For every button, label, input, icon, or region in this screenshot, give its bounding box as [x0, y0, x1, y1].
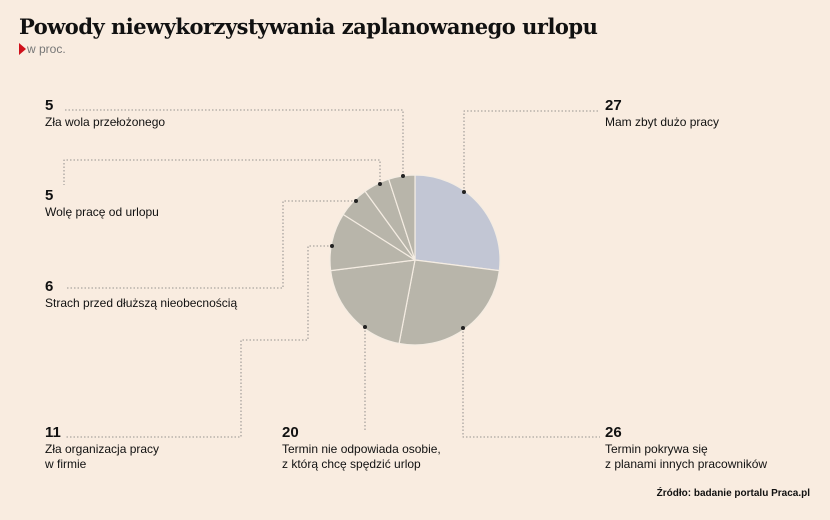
leader-line — [65, 200, 356, 289]
unit-label: w proc. — [27, 42, 66, 56]
leader-dot — [462, 190, 466, 194]
leader-line — [65, 109, 404, 176]
pie-slice — [414, 174, 501, 272]
chart-subtitle: w proc. — [19, 42, 66, 56]
label-20: 20 Termin nie odpowiada osobie, z którą ch… — [282, 424, 441, 471]
triangle-icon — [19, 43, 26, 55]
label-27: 27 Mam zbyt dużo pracy — [605, 97, 720, 129]
leader-dot — [330, 244, 334, 248]
label-26: 26 Termin pokrywa się z planami innych pra… — [605, 424, 768, 471]
leader-line — [65, 245, 332, 438]
label-5-wole: 5 Wolę pracę od urlopu — [45, 187, 159, 219]
leader-dot — [363, 325, 367, 329]
leader-dot — [378, 182, 382, 186]
label-6: 6 Strach przed dłuższą nieobecnością — [45, 278, 238, 310]
leader-dot — [401, 174, 405, 178]
leader-line — [463, 110, 600, 192]
label-11: 11 Zła organizacja pracy w firmie — [45, 424, 160, 471]
leader-dot — [354, 199, 358, 203]
leader-dot — [461, 326, 465, 330]
source-note: Źródło: badanie portalu Praca.pl — [656, 488, 810, 499]
leader-line — [462, 328, 600, 438]
label-5-zla-wola: 5 Zła wola przełożonego — [45, 97, 166, 129]
chart-title: Powody niewykorzystywania zaplanowanego … — [19, 14, 598, 39]
pie-slice — [329, 259, 416, 345]
pie-slice — [398, 259, 501, 346]
leader-line — [63, 159, 381, 185]
